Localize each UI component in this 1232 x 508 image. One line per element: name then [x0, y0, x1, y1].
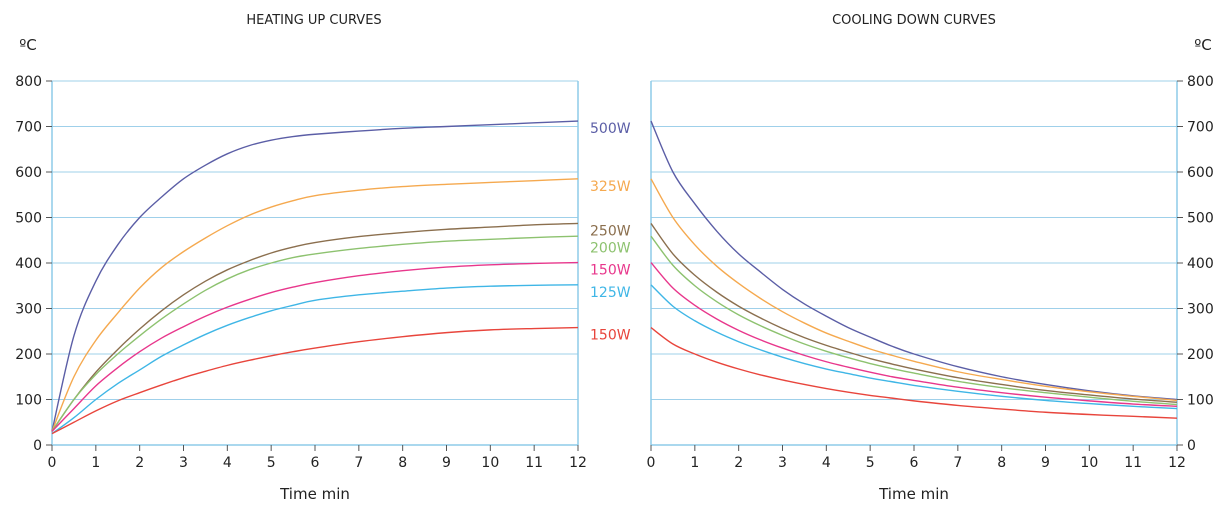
- heating-xtick-11: 11: [525, 455, 543, 471]
- cooling-ytick-400: 400: [1187, 256, 1214, 272]
- heating-ytick-700: 700: [15, 120, 42, 136]
- series-label-6-150w: 150W: [590, 328, 631, 344]
- heating-series-2-250w-line: [51, 222, 579, 432]
- cooling-xtick-1: 1: [690, 455, 699, 471]
- heating-ytick-500: 500: [15, 211, 42, 227]
- cooling-series-5-125w-line: [650, 284, 1178, 410]
- heating-y-unit: ºC: [19, 36, 37, 54]
- cooling-series-1-325w-line: [650, 178, 1178, 402]
- series-label-0-500w: 500W: [590, 121, 631, 137]
- heating-xtick-5: 5: [267, 455, 276, 471]
- heating-ytick-100: 100: [15, 393, 42, 409]
- cooling-xtick-12: 12: [1168, 455, 1186, 471]
- cooling-ytick-300: 300: [1187, 302, 1214, 318]
- cooling-xtick-7: 7: [953, 455, 962, 471]
- cooling-series-3-200w-line: [650, 235, 1178, 406]
- cooling-chart: COOLING DOWN CURVESºC0100200300400500600…: [647, 13, 1214, 503]
- cooling-xtick-9: 9: [1041, 455, 1050, 471]
- heating-series-5-125w-line: [51, 284, 579, 435]
- cooling-series-4-150w-line: [650, 262, 1178, 408]
- cooling-xtick-5: 5: [866, 455, 875, 471]
- heating-ytick-0: 0: [33, 438, 42, 454]
- cooling-xtick-0: 0: [647, 455, 656, 471]
- heating-series-4-150w-line: [51, 261, 579, 432]
- heating-series-3-200w-line: [51, 235, 579, 432]
- cooling-ytick-200: 200: [1187, 347, 1214, 363]
- series-label-5-125w: 125W: [590, 285, 631, 301]
- heating-xtick-6: 6: [311, 455, 320, 471]
- cooling-ytick-500: 500: [1187, 211, 1214, 227]
- series-label-1-325w: 325W: [590, 179, 631, 195]
- cooling-xtick-10: 10: [1080, 455, 1098, 471]
- heating-ytick-400: 400: [15, 256, 42, 272]
- heating-title: HEATING UP CURVES: [246, 13, 381, 28]
- cooling-y-unit: ºC: [1194, 36, 1212, 54]
- heating-xtick-1: 1: [91, 455, 100, 471]
- cooling-xtick-6: 6: [910, 455, 919, 471]
- heating-ytick-600: 600: [15, 165, 42, 181]
- heating-xtick-10: 10: [481, 455, 499, 471]
- heating-xtick-3: 3: [179, 455, 188, 471]
- heating-ytick-800: 800: [15, 74, 42, 90]
- heating-series-0-500w-line: [51, 120, 579, 432]
- heating-xtick-2: 2: [135, 455, 144, 471]
- cooling-ytick-600: 600: [1187, 165, 1214, 181]
- cooling-ytick-100: 100: [1187, 393, 1214, 409]
- series-label-2-250w: 250W: [590, 223, 631, 239]
- cooling-ytick-700: 700: [1187, 120, 1214, 136]
- cooling-xtick-3: 3: [778, 455, 787, 471]
- heating-ytick-200: 200: [15, 347, 42, 363]
- heating-chart: HEATING UP CURVESºC010020030040050060070…: [15, 13, 587, 503]
- cooling-title: COOLING DOWN CURVES: [832, 13, 996, 28]
- series-label-3-200w: 200W: [590, 240, 631, 256]
- series-label-4-150w: 150W: [590, 263, 631, 279]
- heating-xtick-7: 7: [354, 455, 363, 471]
- heating-ytick-300: 300: [15, 302, 42, 318]
- cooling-xtick-2: 2: [734, 455, 743, 471]
- heating-xtick-4: 4: [223, 455, 232, 471]
- cooling-xtick-11: 11: [1124, 455, 1142, 471]
- heating-x-label: Time min: [279, 485, 350, 503]
- heating-xtick-9: 9: [442, 455, 451, 471]
- cooling-ytick-0: 0: [1187, 438, 1196, 454]
- heating-series-6-150w-line: [51, 326, 579, 435]
- cooling-ytick-800: 800: [1187, 74, 1214, 90]
- cooling-xtick-8: 8: [997, 455, 1006, 471]
- heating-xtick-0: 0: [48, 455, 57, 471]
- cooling-series-2-250w-line: [650, 223, 1178, 403]
- heating-xtick-12: 12: [569, 455, 587, 471]
- cooling-series-6-150w-line: [650, 327, 1178, 419]
- heating-series-1-325w-line: [51, 178, 579, 432]
- cooling-x-label: Time min: [878, 485, 949, 503]
- cooling-xtick-4: 4: [822, 455, 831, 471]
- heating-xtick-8: 8: [398, 455, 407, 471]
- cooling-series-0-500w-line: [650, 120, 1178, 401]
